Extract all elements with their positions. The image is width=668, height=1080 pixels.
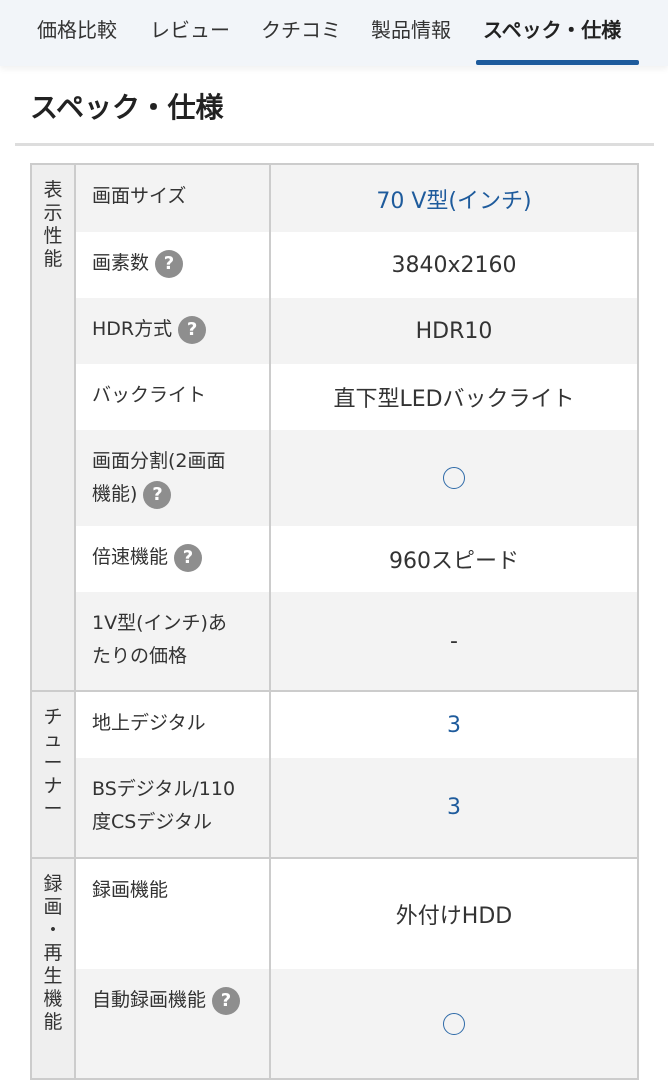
tab-review[interactable]: レビュー (150, 18, 230, 42)
spec-row: 画素数? 3840x2160 (76, 232, 637, 298)
spec-label: 倍速機能? (76, 526, 271, 592)
group-rows: 録画機能 外付けHDD 自動録画機能? (76, 859, 637, 1078)
spec-label-text: 自動録画機能 (92, 989, 207, 1011)
spec-value: 960スピード (389, 549, 519, 574)
divider (15, 143, 654, 146)
spec-label: BSデジタル/110 度CSデジタル (76, 758, 271, 857)
spec-row: 画面サイズ 70 V型(インチ) (76, 165, 637, 232)
spec-row: 画面分割(2画面 機能)? (76, 430, 637, 526)
spec-label-text: HDR方式 (92, 318, 173, 340)
tab-bar: 価格比較 レビュー クチコミ 製品情報 スペック・仕様 (0, 0, 668, 66)
spec-row: BSデジタル/110 度CSデジタル 3 (76, 758, 637, 857)
tab-product-info[interactable]: 製品情報 (371, 18, 451, 42)
spec-row: 1V型(インチ)あ たりの価格 - (76, 592, 637, 690)
spec-value[interactable]: 3 (447, 712, 461, 738)
spec-label-text: 地上デジタル (92, 712, 206, 734)
spec-row: 自動録画機能? (76, 969, 637, 1078)
spec-value: 3840x2160 (391, 252, 517, 278)
spec-value: - (450, 628, 458, 654)
spec-label-text: バックライト (92, 384, 207, 406)
spec-label: HDR方式? (76, 298, 271, 364)
spec-label: 画面サイズ (76, 165, 271, 232)
spec-label-text: 倍速機能 (92, 546, 169, 568)
spec-row: 倍速機能? 960スピード (76, 526, 637, 592)
help-icon[interactable]: ? (178, 315, 207, 344)
spec-label: 画面分割(2画面 機能)? (76, 430, 271, 526)
spec-value[interactable]: 3 (447, 795, 461, 820)
page-title: スペック・仕様 (30, 91, 224, 124)
group-name: 録画・再生機能 (43, 873, 63, 1033)
spec-label-text: 録画機能 (92, 879, 169, 901)
spec-label-text: 画素数 (92, 252, 150, 274)
spec-value: 外付けHDD (395, 904, 513, 929)
spec-value[interactable]: 70 V型(インチ) (376, 188, 532, 214)
spec-value (271, 969, 637, 1078)
spec-value: HDR10 (415, 318, 493, 344)
spec-table: 表示性能 画面サイズ 70 V型(インチ) 画素数? 3840x2160 HDR方式? HD… (30, 163, 639, 1080)
active-tab-indicator (476, 60, 639, 65)
group-name-cell: 表示性能 (32, 165, 76, 690)
circle-icon (443, 1012, 465, 1035)
group-name: チューナー (43, 706, 63, 820)
spec-label: 1V型(インチ)あ たりの価格 (76, 592, 271, 690)
spec-row: HDR方式? HDR10 (76, 298, 637, 364)
spec-group: 表示性能 画面サイズ 70 V型(インチ) 画素数? 3840x2160 HDR方式? HD… (32, 165, 637, 692)
group-rows: 地上デジタル 3 BSデジタル/110 度CSデジタル 3 (76, 692, 637, 857)
spec-group: 録画・再生機能 録画機能 外付けHDD 自動録画機能? (32, 859, 637, 1080)
spec-value: 直下型LEDバックライト (333, 387, 575, 412)
spec-label: 自動録画機能? (76, 969, 271, 1078)
spec-label: バックライト (76, 364, 271, 430)
group-rows: 画面サイズ 70 V型(インチ) 画素数? 3840x2160 HDR方式? HDR10 バ… (76, 165, 637, 690)
spec-row: バックライト 直下型LEDバックライト (76, 364, 637, 430)
circle-icon (443, 467, 465, 489)
group-name-cell: チューナー (32, 692, 76, 857)
spec-row: 録画機能外付けHDD (76, 859, 637, 969)
help-icon[interactable]: ? (174, 543, 203, 572)
spec-row: 地上デジタル 3 (76, 692, 637, 758)
spec-group: チューナー 地上デジタル 3 BSデジタル/110 度CSデジタル 3 (32, 692, 637, 859)
group-name: 表示性能 (43, 179, 63, 270)
tab-price-comparison[interactable]: 価格比較 (37, 18, 117, 42)
spec-label: 画素数? (76, 232, 271, 298)
tab-kuchikomi[interactable]: クチコミ (261, 18, 341, 42)
group-name-cell: 録画・再生機能 (32, 859, 76, 1078)
help-icon[interactable]: ? (143, 480, 172, 509)
help-icon[interactable]: ? (155, 249, 184, 278)
tab-spec[interactable]: スペック・仕様 (483, 18, 622, 42)
spec-value (271, 430, 637, 526)
spec-label: 地上デジタル (76, 692, 271, 758)
help-icon[interactable]: ? (212, 986, 241, 1015)
spec-label: 録画機能 (76, 859, 271, 969)
spec-label-text: 画面サイズ (92, 185, 187, 207)
